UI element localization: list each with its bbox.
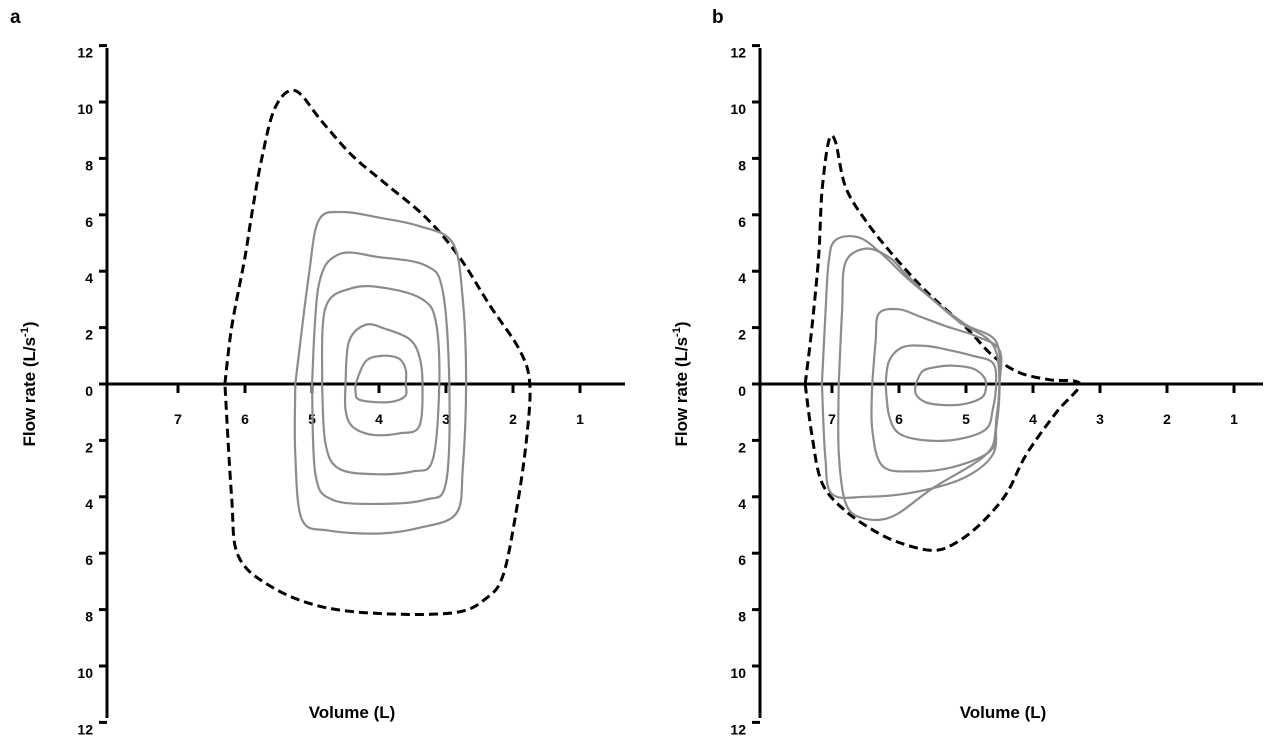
tidal-flow-volume-loop-5 [913,364,988,407]
max-flow-volume-loop [803,134,1082,552]
y-tick-label: 2 [85,439,93,455]
tidal-flow-volume-loop-2 [837,247,1002,522]
y-tick-label: 2 [85,327,93,343]
y-tick-label: 0 [738,383,746,399]
y-tick-label: 6 [85,552,93,568]
y-tick-label: 12 [77,721,93,737]
max-flow-volume-loop [223,88,532,616]
y-tick-label: 8 [85,157,93,173]
x-tick-label: 3 [442,411,450,427]
x-axis-title: Volume (L) [960,703,1047,722]
tidal-flow-volume-loop-4 [884,344,998,442]
tidal-flow-volume-loop-5 [354,354,408,404]
x-tick-label: 5 [962,411,970,427]
tidal-flow-volume-loop-1 [293,210,468,535]
x-tick-label: 7 [828,411,836,427]
x-tick-label: 4 [375,411,383,427]
y-axis-title-main: Flow rate (L/s [672,337,691,447]
tidal-flow-volume-loop-3 [870,307,1003,473]
y-axis-title: Flow rate (L/s-1) [671,321,691,446]
y-tick-label: 10 [730,101,746,117]
y-tick-label: 4 [738,270,746,286]
y-tick-label: 12 [730,721,746,737]
x-tick-label: 7 [174,411,182,427]
y-tick-label: 10 [730,665,746,681]
x-tick-label: 4 [1029,411,1037,427]
tidal-flow-volume-loop-3 [320,285,441,476]
y-axis-title-superscript: -1 [671,327,683,337]
y-tick-label: 4 [85,270,93,286]
y-tick-label: 8 [85,609,93,625]
y-axis-title-close: ) [672,321,691,327]
tidal-flow-volume-loop-2 [310,251,451,506]
y-tick-label: 6 [738,214,746,230]
y-tick-label: 6 [85,214,93,230]
panel-label: b [712,7,724,28]
x-tick-label: 6 [895,411,903,427]
y-axis-title-main: Flow rate (L/s [20,337,39,447]
x-tick-label: 2 [1163,411,1171,427]
y-tick-label: 4 [85,496,93,512]
panel-label: a [10,7,21,28]
y-tick-label: 8 [738,157,746,173]
x-tick-label: 1 [576,411,584,427]
panel-b: b 12 10 8 6 4 2 0 2 4 6 8 10 12 7 6 5 4 3 2 1 Volume (L) Flow … [671,7,1263,737]
y-tick-label: 4 [738,496,746,512]
x-tick-label: 6 [241,411,249,427]
y-tick-label: 8 [738,609,746,625]
y-tick-label: 10 [77,665,93,681]
y-tick-label: 0 [85,383,93,399]
x-tick-label: 1 [1230,411,1238,427]
y-tick-label: 2 [738,439,746,455]
y-tick-label: 12 [77,45,93,61]
x-axis-title: Volume (L) [309,703,396,722]
tidal-flow-volume-loop-4 [343,323,424,437]
y-tick-label: 6 [738,552,746,568]
x-tick-label: 3 [1096,411,1104,427]
y-axis-title-superscript: -1 [19,327,31,337]
y-tick-label: 2 [738,327,746,343]
y-tick-label: 12 [730,45,746,61]
y-axis-title: Flow rate (L/s-1) [19,321,39,446]
x-tick-label: 2 [509,411,517,427]
y-axis-title-close: ) [20,321,39,327]
y-tick-label: 10 [77,101,93,117]
